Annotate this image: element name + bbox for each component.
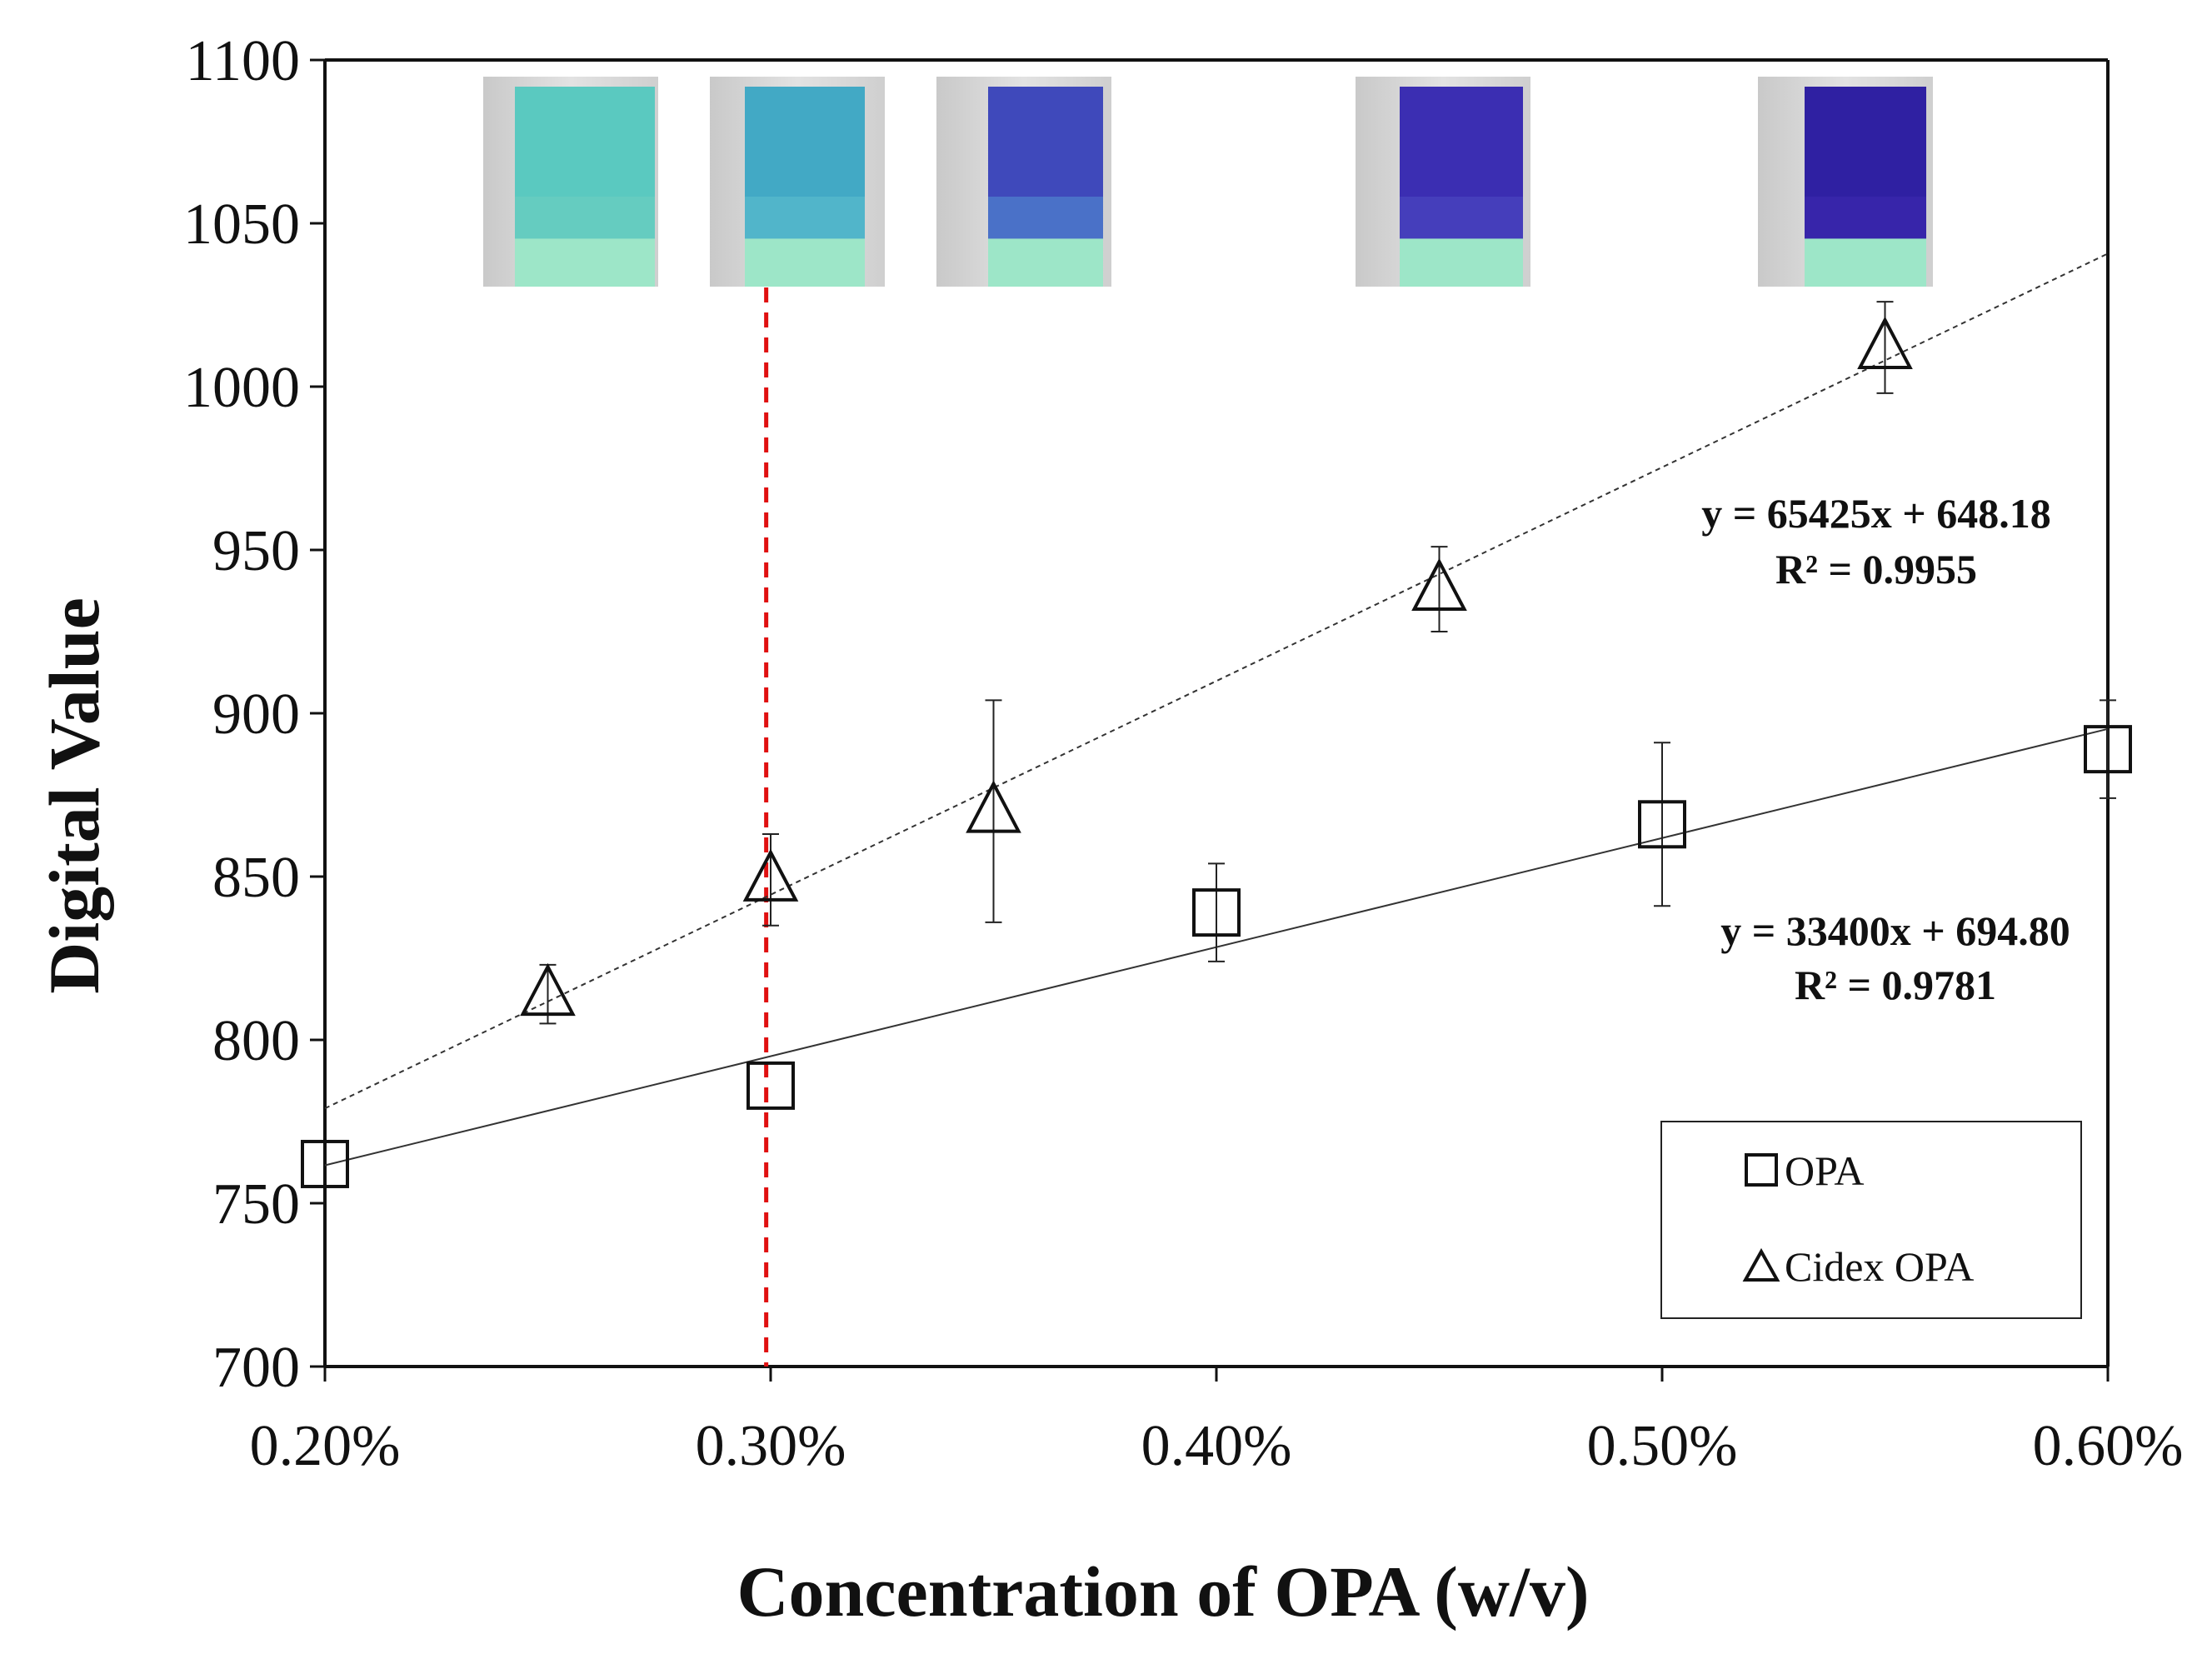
y-axis-title: Digital Value: [34, 597, 114, 993]
strip-handle: [988, 238, 1103, 287]
strip-photo: [710, 77, 885, 287]
strip-handle: [1400, 238, 1523, 287]
strip-pad-shading: [1805, 197, 1926, 239]
y-tick-label: 800: [212, 1009, 300, 1073]
y-tick-label: 950: [212, 519, 300, 583]
opa-data-point: [746, 1061, 795, 1110]
legend-opa-label: OPA: [1785, 1147, 1864, 1194]
strip-texture: [745, 87, 865, 239]
x-tick-label: 0.40%: [1141, 1414, 1292, 1478]
strip-texture: [988, 87, 1103, 239]
strip-photo: [936, 77, 1111, 287]
y-tick-label: 750: [212, 1172, 300, 1237]
strip-photo: [483, 77, 658, 287]
cidex-data-point: [742, 848, 799, 902]
opa-r-squared-label: R² = 0.9781: [1795, 962, 1996, 1008]
opa-data-point: [2084, 725, 2132, 774]
cidex-data-point: [1411, 557, 1467, 612]
cidex-data-point: [520, 962, 576, 1017]
x-tick-label: 0.60%: [2033, 1414, 2184, 1478]
legend-cidex-label: Cidex OPA: [1785, 1243, 1974, 1290]
y-tick-label: 700: [212, 1336, 300, 1400]
strip-pad-shading: [1400, 197, 1523, 239]
x-tick-label: 0.50%: [1587, 1414, 1738, 1478]
strip-pad-shading: [745, 197, 865, 239]
opa-data-point: [301, 1139, 349, 1188]
strip-texture: [1400, 87, 1523, 239]
opa-data-point: [1638, 800, 1686, 849]
strip-pad-shading: [515, 197, 655, 239]
error-bar-group: [539, 301, 2116, 1025]
x-tick-label: 0.30%: [696, 1414, 846, 1478]
axis-ticks: 700 750 800 850 900 950 1000 1050 1100 0.20% 0.30%…: [183, 29, 2183, 1478]
cidex-data-point: [1857, 316, 1913, 369]
cidex-r-squared-label: R² = 0.9955: [1775, 546, 1977, 592]
y-tick-label: 1000: [183, 356, 300, 420]
data-marker-group: [301, 316, 2132, 1188]
strip-handle: [515, 238, 655, 287]
strip-texture: [1805, 87, 1926, 239]
x-tick-label: 0.20%: [250, 1414, 401, 1478]
strip-pad-shading: [988, 197, 1103, 239]
legend-opa-square-icon: [1745, 1153, 1778, 1187]
strip-photo: [1758, 77, 1933, 287]
strip-photo-group: [483, 77, 1933, 287]
y-tick-label: 850: [212, 846, 300, 910]
opa-equation-label: y = 33400x + 694.80: [1720, 907, 2070, 954]
y-tick-label: 1100: [186, 29, 300, 93]
strip-texture: [515, 87, 655, 239]
legend-box: [1660, 1121, 2082, 1319]
x-axis-title: Concentration of OPA (w/v): [737, 1552, 1589, 1632]
trendline-group: [324, 252, 2109, 1167]
y-tick-label: 1050: [183, 192, 300, 257]
y-tick-label: 900: [212, 682, 300, 747]
cidex-equation-label: y = 65425x + 648.18: [1701, 490, 2050, 537]
strip-handle: [1805, 238, 1926, 287]
cidex-data-point: [966, 780, 1021, 833]
legend: OPA Cidex OPA: [1660, 1121, 2082, 1319]
legend-cidex-triangle-icon: [1742, 1247, 1780, 1282]
strip-handle: [745, 238, 865, 287]
opa-data-point: [1192, 888, 1241, 937]
strip-photo: [1356, 77, 1530, 287]
